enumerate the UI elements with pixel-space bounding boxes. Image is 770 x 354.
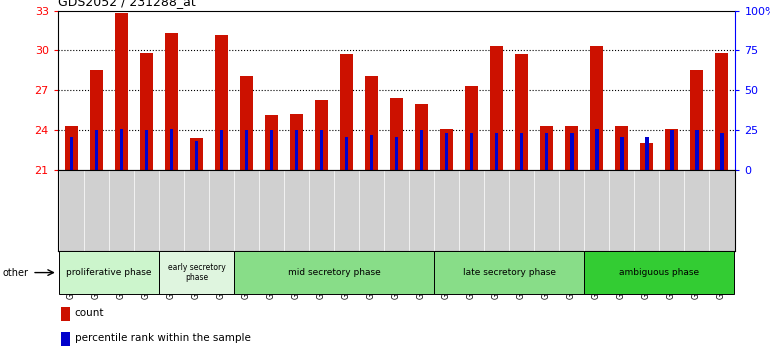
Bar xyxy=(370,135,373,170)
Text: early secretory
phase: early secretory phase xyxy=(168,263,226,282)
Bar xyxy=(89,70,103,170)
Bar xyxy=(420,130,424,170)
Bar xyxy=(690,70,704,170)
Bar xyxy=(215,34,229,170)
Text: other: other xyxy=(2,268,28,278)
Text: GDS2052 / 231288_at: GDS2052 / 231288_at xyxy=(58,0,196,8)
Bar xyxy=(320,130,323,170)
Bar xyxy=(695,130,698,170)
Bar xyxy=(390,98,403,170)
Bar xyxy=(470,133,474,170)
Bar xyxy=(159,251,234,294)
Bar xyxy=(715,53,728,170)
Bar xyxy=(464,86,478,170)
Bar xyxy=(570,133,574,170)
Bar xyxy=(95,130,99,170)
Bar xyxy=(544,133,548,170)
Bar xyxy=(165,33,179,170)
Bar xyxy=(265,115,279,170)
Bar xyxy=(239,76,253,170)
Bar xyxy=(69,137,73,170)
Bar xyxy=(195,141,199,170)
Bar xyxy=(115,13,129,170)
Text: count: count xyxy=(75,308,104,318)
Bar xyxy=(365,76,378,170)
Bar xyxy=(59,251,159,294)
Bar xyxy=(590,46,604,170)
Bar xyxy=(119,129,123,170)
Text: percentile rank within the sample: percentile rank within the sample xyxy=(75,333,250,343)
Bar xyxy=(169,129,173,170)
Bar xyxy=(720,133,724,170)
Bar xyxy=(644,137,648,170)
Bar xyxy=(670,130,674,170)
Bar xyxy=(270,130,273,170)
Bar xyxy=(345,137,349,170)
Bar xyxy=(245,130,249,170)
Bar xyxy=(295,130,299,170)
Text: ambiguous phase: ambiguous phase xyxy=(619,268,699,277)
Bar xyxy=(440,129,454,170)
Bar xyxy=(520,133,524,170)
Bar xyxy=(340,55,353,170)
Bar xyxy=(620,137,624,170)
Bar xyxy=(290,114,303,170)
Bar xyxy=(234,251,434,294)
Bar xyxy=(494,133,498,170)
Bar xyxy=(189,138,203,170)
Bar xyxy=(584,251,734,294)
Bar xyxy=(514,55,528,170)
Bar xyxy=(444,133,448,170)
Bar xyxy=(394,137,399,170)
Bar xyxy=(415,103,428,170)
Bar xyxy=(145,130,149,170)
Bar xyxy=(434,251,584,294)
Bar xyxy=(594,129,598,170)
Bar xyxy=(490,46,504,170)
Bar xyxy=(139,53,153,170)
Bar xyxy=(315,99,329,170)
Text: late secretory phase: late secretory phase xyxy=(463,268,556,277)
Bar xyxy=(219,130,223,170)
Bar xyxy=(65,126,79,170)
Bar xyxy=(540,126,554,170)
Bar xyxy=(61,307,70,321)
Bar xyxy=(640,143,654,170)
Bar xyxy=(665,129,678,170)
Bar xyxy=(564,126,578,170)
Text: mid secretory phase: mid secretory phase xyxy=(288,268,380,277)
Bar xyxy=(61,332,70,346)
Text: proliferative phase: proliferative phase xyxy=(66,268,152,277)
Bar xyxy=(614,126,628,170)
